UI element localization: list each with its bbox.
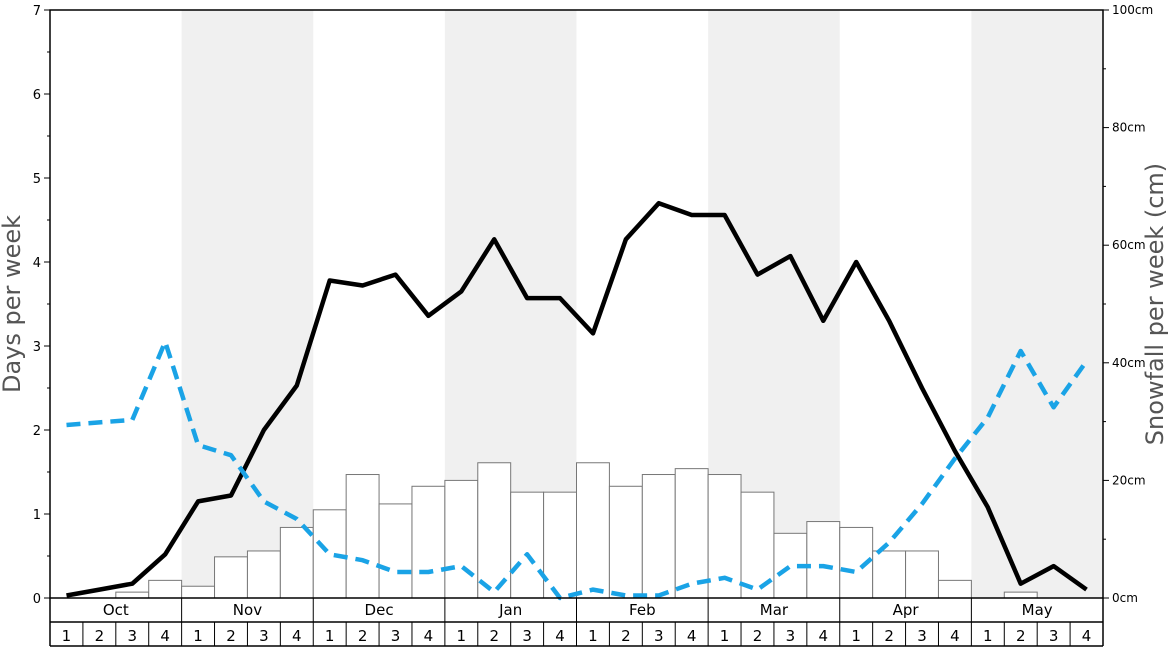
week-label: 3 — [127, 627, 137, 645]
left-tick-label: 1 — [33, 508, 41, 523]
snowfall-bar — [148, 579, 183, 599]
left-tick-label: 2 — [33, 424, 41, 439]
snowfall-bar — [1003, 591, 1038, 599]
snowfall-bar — [279, 526, 314, 599]
month-shade-nov — [181, 10, 314, 598]
month-label-apr: Apr — [893, 601, 920, 619]
week-label: 4 — [160, 627, 170, 645]
left-tick-label: 5 — [33, 172, 41, 187]
week-label: 3 — [917, 627, 927, 645]
snowfall-bar — [872, 550, 907, 599]
left-tick-label: 4 — [33, 256, 41, 271]
week-label: 1 — [193, 627, 203, 645]
week-label: 1 — [62, 627, 72, 645]
left-tick-label: 0 — [33, 592, 41, 607]
week-label: 2 — [621, 627, 631, 645]
week-label: 4 — [424, 627, 434, 645]
week-label: 4 — [687, 627, 697, 645]
month-label-oct: Oct — [103, 601, 129, 619]
snowfall-bar — [543, 491, 577, 599]
week-label: 3 — [259, 627, 269, 645]
right-axis-ticks-group: 0cm 20cm 40cm 60cm 80cm 100cm — [1103, 3, 1153, 605]
left-tick-label: 6 — [33, 88, 41, 103]
week-label: 3 — [1049, 627, 1059, 645]
week-label: 2 — [1016, 627, 1026, 645]
week-label: 2 — [95, 627, 105, 645]
month-label-dec: Dec — [365, 601, 394, 619]
snowfall-bar — [312, 509, 347, 599]
snowfall-bar — [608, 485, 643, 599]
left-tick-label: 7 — [33, 4, 41, 19]
right-tick-label: 0cm — [1112, 591, 1138, 605]
month-label-may: May — [1022, 601, 1053, 619]
snowfall-bar — [378, 503, 413, 599]
month-label-nov: Nov — [233, 601, 262, 619]
month-label-mar: Mar — [760, 601, 789, 619]
left-axis-title: Days per week — [0, 215, 26, 393]
snowfall-bar — [246, 550, 281, 599]
week-label: 2 — [226, 627, 236, 645]
snowfall-bar — [477, 462, 512, 599]
snowfall-bar — [576, 462, 610, 599]
right-tick-label: 20cm — [1112, 473, 1146, 487]
snowfall-bar — [674, 468, 709, 599]
week-label: 1 — [325, 627, 335, 645]
snowfall-bar — [411, 485, 446, 599]
week-label: 2 — [884, 627, 894, 645]
right-tick-label: 80cm — [1112, 121, 1146, 135]
snowfall-bar — [641, 474, 676, 599]
month-week-axis-group: Oct 1 2 3 4 Nov 1 2 3 4 Dec 1 2 3 4 Jan 1 2 3 4 Feb 1 2 3 4 Mar 1 2… — [49, 598, 1104, 647]
month-label-feb: Feb — [629, 601, 656, 619]
week-label: 2 — [358, 627, 368, 645]
month-shade-may — [971, 10, 1103, 598]
week-label: 3 — [786, 627, 796, 645]
snowfall-bar — [806, 521, 841, 599]
week-label: 1 — [720, 627, 730, 645]
right-tick-label: 100cm — [1112, 3, 1153, 17]
dashed-series-line — [66, 339, 1089, 601]
week-label: 4 — [950, 627, 960, 645]
week-label: 2 — [753, 627, 763, 645]
week-label: 4 — [555, 627, 565, 645]
left-axis-ticks-group: 0 1 2 3 4 5 6 7 — [33, 4, 50, 607]
snowfall-bar — [510, 491, 545, 599]
week-label: 1 — [851, 627, 861, 645]
week-label: 2 — [489, 627, 499, 645]
right-axis-title: Snowfall per week (cm) — [1141, 163, 1168, 445]
series-lines-group — [66, 200, 1089, 601]
month-label-jan: Jan — [498, 601, 522, 619]
week-label: 4 — [292, 627, 302, 645]
week-label: 4 — [819, 627, 829, 645]
week-label: 1 — [983, 627, 993, 645]
left-tick-label: 3 — [33, 340, 41, 355]
solid-series-line — [66, 200, 1088, 598]
week-label: 1 — [457, 627, 467, 645]
week-label: 4 — [1082, 627, 1092, 645]
week-label: 3 — [654, 627, 664, 645]
snowfall-bar — [181, 585, 216, 599]
right-tick-label: 60cm — [1112, 238, 1146, 252]
week-label: 3 — [391, 627, 401, 645]
snowfall-bar — [937, 579, 972, 599]
week-label: 3 — [522, 627, 532, 645]
month-shading-group — [181, 10, 1103, 598]
week-label: 1 — [588, 627, 598, 645]
snowfall-bar — [905, 550, 939, 599]
snowfall-bar — [345, 474, 380, 599]
snowfall-bar — [115, 591, 150, 599]
right-tick-label: 40cm — [1112, 356, 1146, 370]
snowfall-bar — [214, 556, 248, 599]
snowfall-bar — [444, 479, 479, 599]
